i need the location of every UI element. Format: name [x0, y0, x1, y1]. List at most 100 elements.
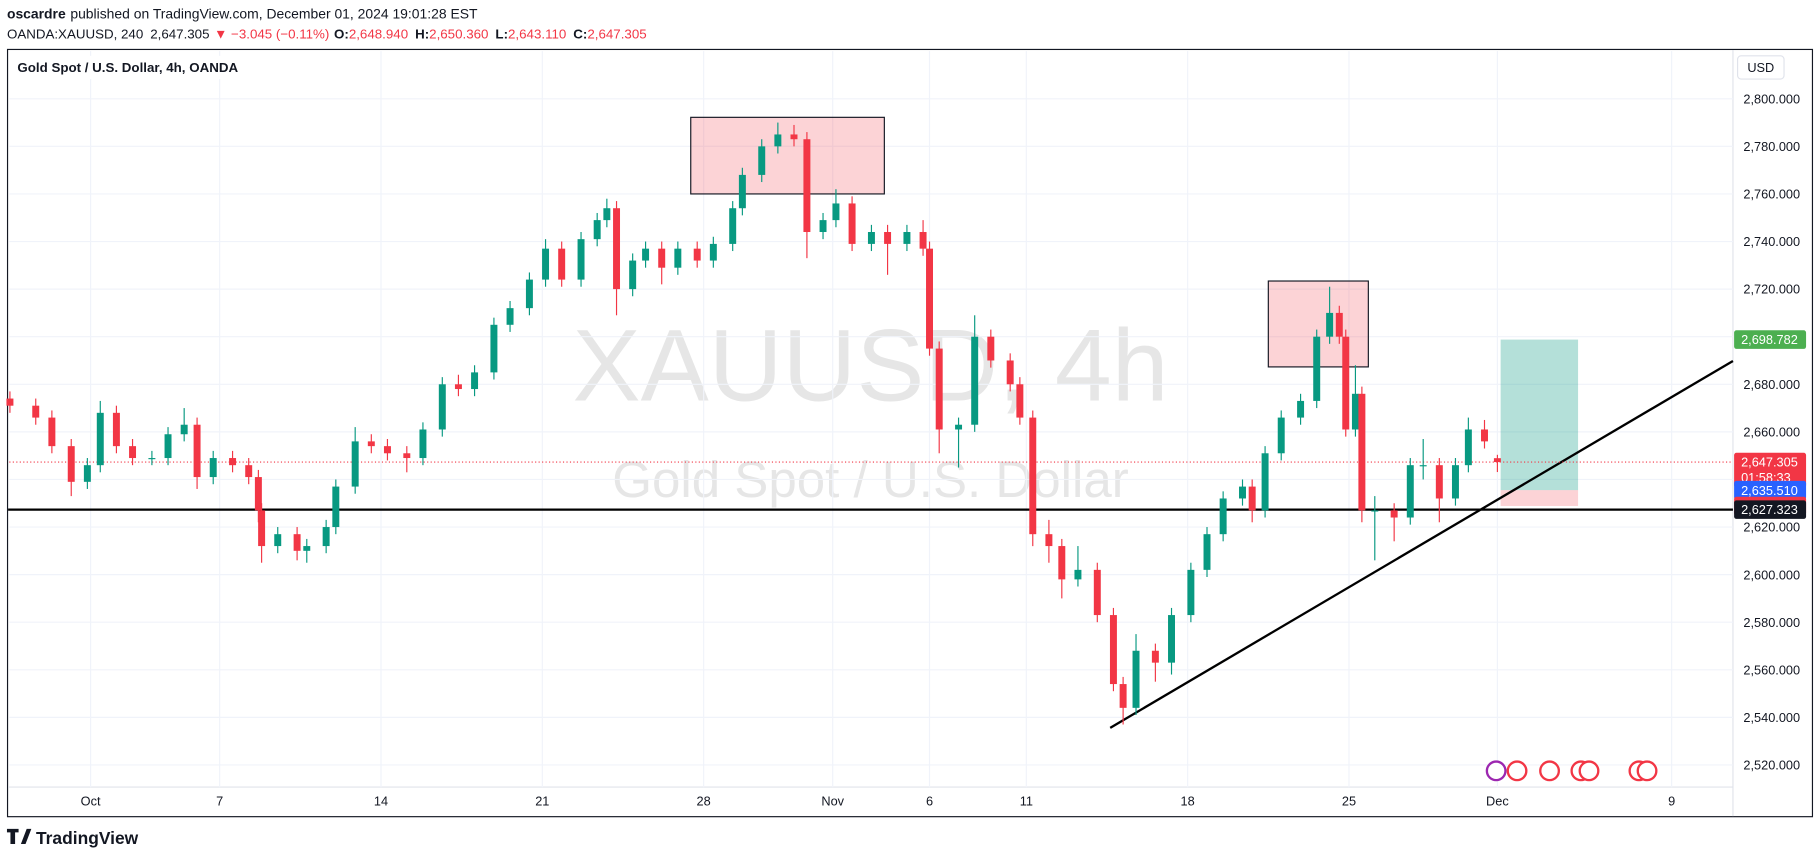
candle-body	[919, 232, 927, 249]
y-tick-label: 2,760.000	[1743, 187, 1800, 202]
overlay: 2,520.000 2,540.000 2,560.000 2,580.000 2,60…	[81, 91, 1807, 809]
ohlc-key: H:	[415, 26, 429, 41]
candle-body	[383, 446, 391, 454]
candle-body	[322, 527, 330, 547]
candle-body	[403, 453, 411, 459]
candle-body	[1358, 393, 1366, 511]
stop-zone	[1500, 490, 1579, 507]
candle-body	[32, 405, 40, 418]
y-tick-label: 2,520.000	[1743, 758, 1800, 773]
candle-body	[935, 348, 943, 430]
event-icon[interactable]	[1506, 760, 1528, 782]
y-tick-label: 2,620.000	[1743, 520, 1800, 535]
event-icon[interactable]	[1578, 760, 1600, 782]
candle-body	[471, 372, 479, 390]
candle-body	[1277, 417, 1285, 454]
change: ▼ −3.045 (−0.11%)	[214, 26, 329, 41]
candle-body	[148, 458, 156, 460]
y-tick-label: 2,580.000	[1743, 615, 1800, 630]
candle-body	[774, 134, 782, 147]
brand: TradingView	[6, 828, 139, 848]
candle-body	[1029, 417, 1037, 535]
candle-body	[729, 208, 737, 244]
candle-body	[1406, 465, 1414, 518]
candle-body	[506, 308, 514, 325]
candle-body	[1119, 684, 1127, 708]
currency[interactable]: USD	[1747, 60, 1774, 75]
x-tick-label: 14	[374, 794, 388, 809]
price-label: 2,627.323	[1741, 502, 1798, 517]
published: published on TradingView.com, December 0…	[70, 6, 478, 22]
event-icon[interactable]	[1636, 760, 1658, 782]
target-zone	[1500, 339, 1579, 491]
candle-body	[1464, 429, 1472, 466]
candle-body	[303, 546, 311, 551]
candle-body	[1351, 393, 1359, 430]
candle-body	[258, 510, 266, 547]
y-tick-label: 2,800.000	[1743, 91, 1800, 106]
price-label-box	[1734, 500, 1807, 519]
candle-body	[1435, 465, 1443, 499]
candle-body	[693, 248, 701, 261]
x-tick-label: 25	[1342, 794, 1356, 809]
x-tick-label: 18	[1181, 794, 1195, 809]
candle-body	[848, 203, 856, 244]
ohlc-key: L:	[495, 26, 508, 41]
x-tick-label: 28	[697, 794, 711, 809]
candle-body	[83, 465, 91, 482]
candle-body	[67, 446, 75, 482]
publisher: oscardre	[7, 6, 66, 22]
price-label: 2,635.510	[1741, 483, 1798, 498]
y-tick-label: 2,740.000	[1743, 234, 1800, 249]
candle-body	[1326, 312, 1334, 337]
y-tick-label: 2,540.000	[1743, 710, 1800, 725]
x-tick-label: 6	[926, 794, 933, 809]
candle-body	[245, 465, 253, 478]
candle-body	[1058, 546, 1066, 580]
y-tick-label: 2,600.000	[1743, 567, 1800, 582]
candle-body	[642, 248, 650, 261]
candle-body	[709, 243, 717, 261]
candle-body	[629, 260, 637, 290]
symbol: OANDA:XAUUSD, 240	[7, 26, 143, 41]
ohlc-key: O:	[334, 26, 349, 41]
legend-bg	[11, 55, 244, 80]
candle-body	[254, 477, 262, 511]
event-icon[interactable]	[1539, 760, 1561, 782]
candle-body	[577, 239, 585, 280]
candle-body	[558, 248, 566, 280]
zone-rectangle	[690, 116, 885, 195]
ohlc-value: 2,648.940	[349, 26, 408, 41]
candle-body	[603, 208, 611, 221]
candle-body	[1371, 510, 1379, 512]
candle-body	[6, 398, 14, 406]
event-icon[interactable]	[1485, 760, 1507, 782]
y-tick-label: 2,660.000	[1743, 425, 1800, 440]
candle-body	[1219, 498, 1227, 535]
x-tick-label: Dec	[1486, 794, 1509, 809]
candle-body	[867, 232, 875, 244]
candle-body	[790, 134, 798, 140]
candle-body	[96, 412, 104, 466]
candle-body	[987, 336, 995, 361]
candle-body	[1451, 465, 1459, 499]
candle-body	[832, 203, 840, 221]
chart-frame	[6, 48, 1814, 818]
candle-body	[803, 139, 811, 233]
candle-body	[274, 534, 282, 547]
price-label: 2,647.305	[1741, 455, 1798, 470]
currency-box[interactable]	[1737, 55, 1785, 80]
candle-body	[193, 424, 201, 478]
brand-logo	[6, 828, 32, 844]
candle-body	[1151, 650, 1159, 663]
price-label-box	[1734, 330, 1807, 349]
candle-body	[438, 384, 446, 430]
candle-body	[1168, 615, 1175, 663]
candle-body	[1390, 510, 1398, 518]
trend-line	[1109, 359, 1734, 729]
candle-body	[658, 248, 666, 268]
candle-body	[454, 384, 462, 390]
candle-body	[1132, 650, 1140, 708]
candle-body	[955, 424, 963, 430]
